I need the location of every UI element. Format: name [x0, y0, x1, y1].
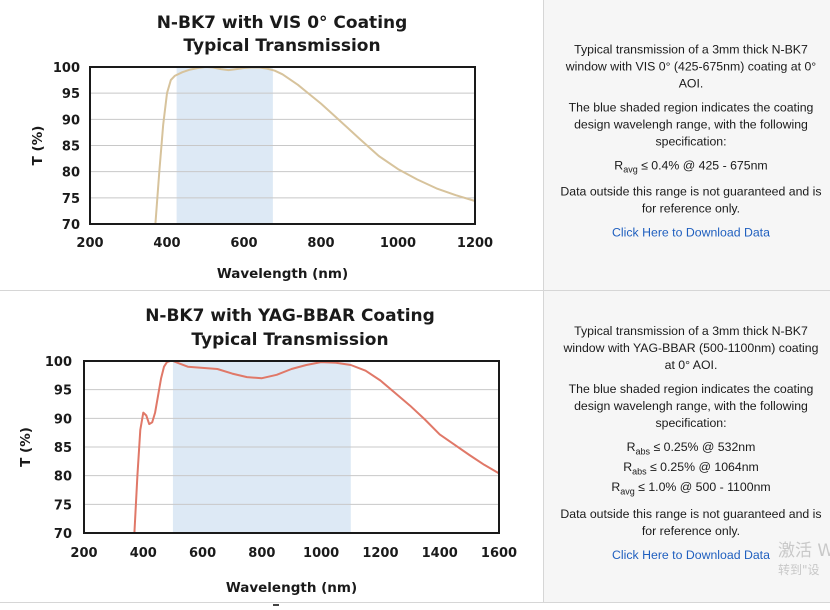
y-tick-label: 70: [62, 218, 80, 233]
chart-subtitle: Typical Transmission: [183, 36, 380, 56]
spec-list: Rabs ≤ 0.25% @ 532nm Rabs ≤ 0.25% @ 1064…: [558, 438, 824, 499]
chart-cell-vis: N-BK7 with VIS 0° Coating Typical Transmi…: [0, 0, 544, 290]
spec-symbol: R: [623, 459, 633, 474]
spec-line: Ravg ≤ 1.0% @ 500 - 1100nm: [558, 479, 824, 499]
x-axis-label: Wavelength (nm): [217, 266, 348, 282]
info-block-yag: Typical transmission of a 3mm thick N-BK…: [558, 322, 824, 570]
spec-subscript: avg: [623, 164, 638, 175]
chart-vis-coating: N-BK7 with VIS 0° Coating Typical Transmi…: [30, 13, 493, 282]
description-text: Typical transmission of a 3mm thick N-BK…: [565, 42, 817, 91]
x-tick-label: 1600: [481, 546, 517, 561]
spec-line: Rabs ≤ 0.25% @ 532nm: [558, 438, 824, 458]
plot-frame: [89, 66, 476, 225]
x-tick-label: 600: [189, 546, 216, 561]
chart-yag-bbar-coating: N-BK7 with YAG-BBAR Coating Typical Trans…: [18, 306, 517, 596]
y-tick-label: 95: [62, 87, 80, 102]
activation-watermark-sub: 转到"设: [778, 563, 820, 577]
shaded-note-text: The blue shaded region indicates the coa…: [568, 100, 814, 149]
y-tick-label: 70: [54, 527, 72, 542]
y-axis-label: T (%): [18, 427, 34, 467]
y-tick-label: 100: [45, 355, 72, 370]
spec-line: Ravg ≤ 0.4% @ 425 - 675nm: [558, 157, 824, 177]
info-block-vis: Typical transmission of a 3mm thick N-BK…: [558, 41, 824, 248]
series-line: [154, 66, 476, 225]
x-tick-label: 400: [130, 546, 157, 561]
chart-row-yag: N-BK7 with YAG-BBAR Coating Typical Trans…: [0, 291, 830, 603]
spec-subscript: abs: [635, 445, 651, 456]
y-tick-label: 75: [62, 192, 80, 207]
x-tick-label: 200: [76, 236, 103, 251]
spec-value: ≤ 0.4% @ 425 - 675nm: [641, 158, 768, 173]
x-tick-label: 800: [307, 236, 334, 251]
x-tick-label: 200: [70, 546, 97, 561]
x-tick-label: 1200: [362, 546, 398, 561]
plot-frame: [83, 360, 500, 534]
chart-subtitle: Typical Transmission: [191, 330, 388, 350]
spec-subscript: avg: [620, 486, 635, 497]
download-data-link[interactable]: Click Here to Download Data: [612, 225, 770, 240]
spec-value: ≤ 0.25% @ 1064nm: [650, 459, 759, 474]
x-tick-label: 600: [230, 236, 257, 251]
y-tick-label: 75: [54, 498, 72, 513]
chart-title: N-BK7 with VIS 0° Coating: [157, 13, 408, 33]
y-tick-label: 90: [54, 412, 72, 427]
x-tick-label: 1000: [303, 546, 339, 561]
chart-title: N-BK7 with YAG-BBAR Coating: [145, 306, 435, 326]
next-chart-title-stub: [273, 604, 279, 610]
shaded-note-text: The blue shaded region indicates the coa…: [568, 381, 814, 430]
download-data-link[interactable]: Click Here to Download Data: [612, 547, 770, 562]
y-tick-label: 90: [62, 113, 80, 128]
spec-symbol: R: [611, 480, 621, 495]
spec-value: ≤ 1.0% @ 500 - 1100nm: [638, 480, 771, 495]
chart-row-vis: N-BK7 with VIS 0° Coating Typical Transmi…: [0, 0, 830, 291]
y-tick-label: 85: [54, 441, 72, 456]
x-tick-label: 1000: [380, 236, 416, 251]
info-cell-yag: Typical transmission of a 3mm thick N-BK…: [544, 291, 830, 602]
x-tick-label: 1400: [422, 546, 458, 561]
disclaimer-text: Data outside this range is not guarantee…: [560, 184, 822, 216]
x-tick-label: 800: [248, 546, 275, 561]
spec-symbol: R: [626, 439, 636, 454]
spec-subscript: abs: [632, 466, 647, 477]
activation-watermark: 激活 W: [778, 541, 830, 561]
x-tick-label: 1200: [457, 236, 493, 251]
y-axis-label: T (%): [30, 126, 46, 166]
y-tick-label: 85: [62, 140, 80, 155]
y-tick-label: 80: [62, 166, 80, 181]
spec-list: Ravg ≤ 0.4% @ 425 - 675nm: [558, 157, 824, 177]
disclaimer-text: Data outside this range is not guarantee…: [560, 506, 822, 538]
y-tick-label: 80: [54, 470, 72, 485]
spec-value: ≤ 0.25% @ 532nm: [653, 439, 756, 454]
y-tick-label: 100: [53, 61, 80, 76]
spec-symbol: R: [614, 158, 624, 173]
chart-cell-yag: N-BK7 with YAG-BBAR Coating Typical Trans…: [0, 291, 544, 602]
x-tick-label: 400: [153, 236, 180, 251]
series-line: [133, 360, 500, 534]
info-cell-vis: Typical transmission of a 3mm thick N-BK…: [544, 0, 830, 290]
spec-line: Rabs ≤ 0.25% @ 1064nm: [558, 459, 824, 479]
x-axis-label: Wavelength (nm): [226, 580, 357, 596]
description-text: Typical transmission of a 3mm thick N-BK…: [563, 323, 819, 372]
y-tick-label: 95: [54, 384, 72, 399]
